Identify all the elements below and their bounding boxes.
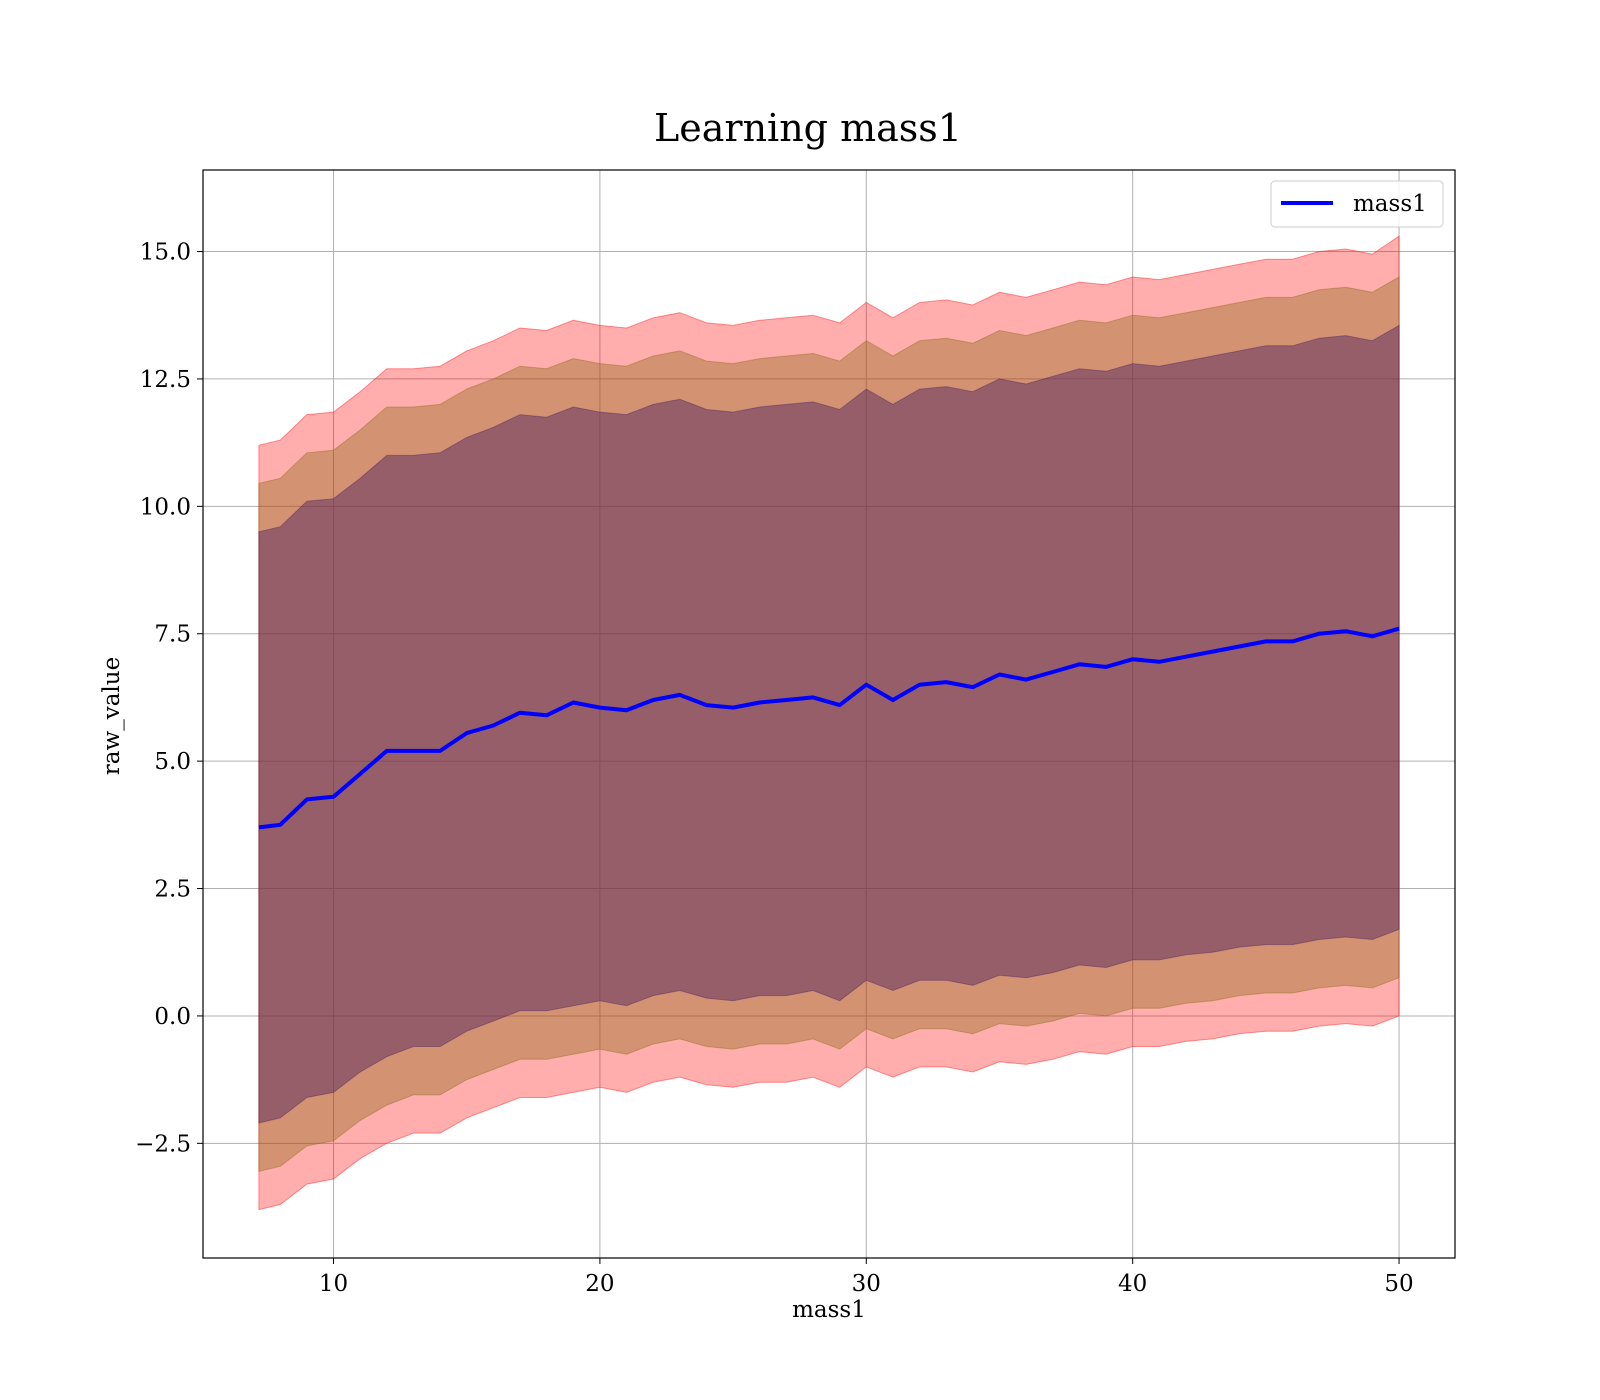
y-tick-label-7: 15.0	[140, 240, 191, 266]
legend-box	[1270, 180, 1444, 228]
y-tick-label-0: −2.5	[135, 1131, 191, 1157]
band-inner	[258, 324, 1400, 1124]
grid	[203, 170, 1455, 1258]
x-axis-label: mass1	[792, 1297, 866, 1323]
x-tick-label-0: 10	[319, 1271, 348, 1297]
line-series	[258, 626, 1400, 830]
x-tick-label-3: 40	[1118, 1271, 1147, 1297]
series-line-0	[258, 626, 1400, 830]
band-middle	[258, 276, 1400, 1173]
y-tick-label-4: 7.5	[154, 622, 191, 648]
legend-entry-mass1: mass1	[1353, 191, 1427, 217]
y-tick-label-5: 10.0	[140, 494, 191, 520]
confidence-bands	[258, 235, 1400, 1211]
plot-frame	[202, 169, 1456, 1259]
axis-ticks: 10 20 30 40 50 −2.5 0.0 2.5 5.0 7.5 10.0 12.5 15.0	[135, 240, 1414, 1297]
y-tick-label-1: 0.0	[154, 1004, 191, 1030]
legend: mass1	[1270, 180, 1444, 228]
y-tick-label-6: 12.5	[140, 367, 191, 393]
band-outer	[258, 235, 1400, 1211]
y-tick-label-3: 5.0	[154, 749, 191, 775]
y-tick-label-2: 2.5	[154, 877, 191, 903]
x-tick-label-4: 50	[1384, 1271, 1413, 1297]
x-tick-label-2: 30	[852, 1271, 881, 1297]
chart-title: Learning mass1	[654, 106, 962, 150]
y-axis-label: raw_value	[99, 657, 125, 775]
x-tick-label-1: 20	[585, 1271, 614, 1297]
